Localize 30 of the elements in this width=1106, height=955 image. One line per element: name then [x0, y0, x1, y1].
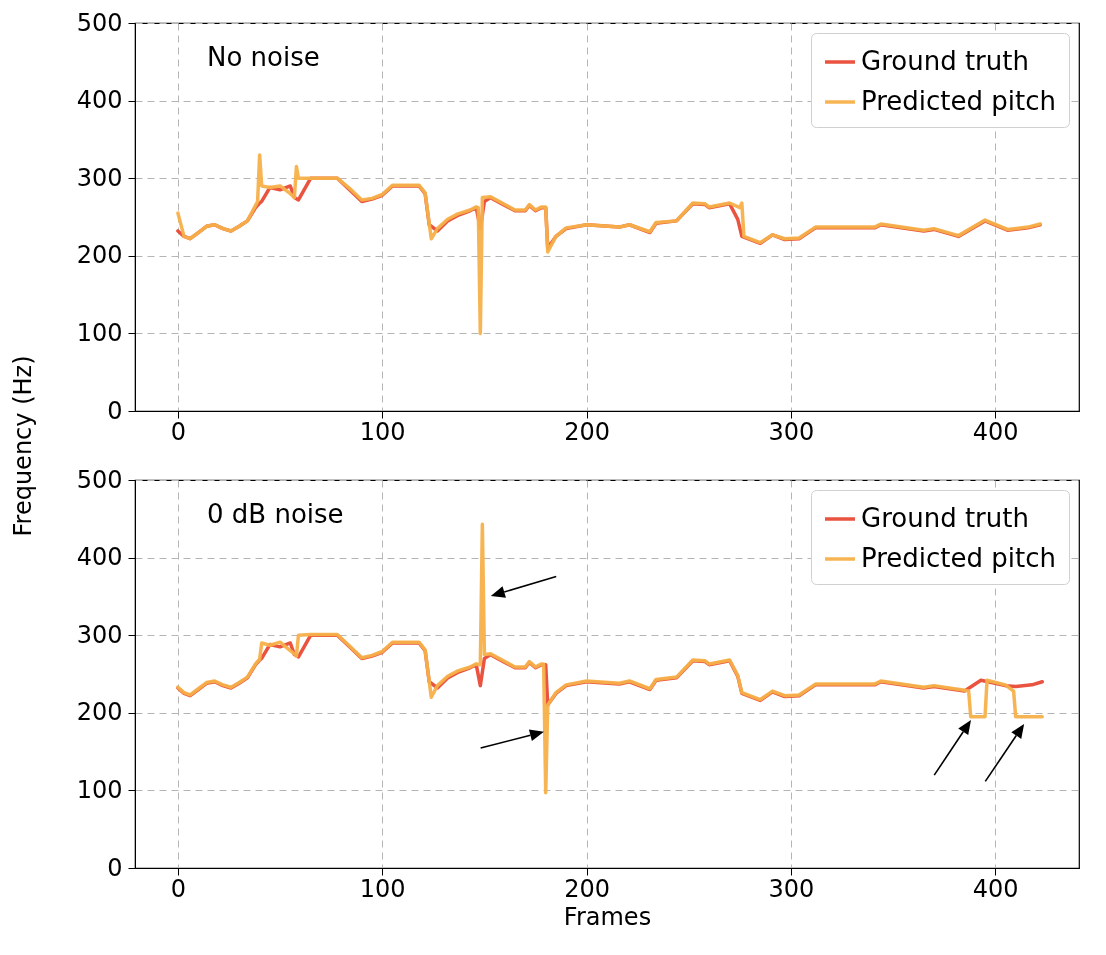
y-tick-label: 100	[76, 775, 123, 804]
legend-label: Ground truth	[861, 46, 1029, 76]
x-tick-label: 100	[359, 874, 406, 903]
x-tick-label: 300	[768, 417, 815, 446]
x-tick-label: 100	[359, 417, 406, 446]
x-tick-label: 300	[768, 874, 815, 903]
x-tick-label: 200	[564, 417, 610, 446]
y-tick-label: 400	[76, 543, 123, 572]
x-tick-label: 0	[170, 874, 187, 903]
y-tick-label: 0	[107, 853, 123, 882]
text: No noise	[207, 42, 320, 72]
text: 0 dB noise	[207, 499, 344, 529]
y-tick-label: 500	[76, 465, 123, 494]
x-tick-label: 400	[972, 417, 1019, 446]
x-tick-label: 200	[564, 874, 610, 903]
legend-label: Predicted pitch	[861, 86, 1057, 116]
legend-label: Predicted pitch	[861, 543, 1057, 573]
x-tick-label: 400	[972, 874, 1019, 903]
legend-label: Ground truth	[861, 503, 1029, 533]
y-tick-label: 300	[76, 163, 123, 192]
y-tick-label: 400	[76, 86, 123, 115]
x-tick-label: 0	[170, 417, 187, 446]
y-tick-label: 200	[76, 698, 123, 727]
y-tick-label: 500	[76, 8, 123, 37]
y-tick-label: 0	[107, 396, 123, 425]
x-axis-title: Frames	[563, 902, 652, 931]
y-tick-label: 200	[76, 241, 123, 270]
y-tick-label: 300	[76, 620, 123, 649]
y-axis-title: Frequency (Hz)	[8, 355, 37, 537]
y-tick-label: 100	[76, 318, 123, 347]
